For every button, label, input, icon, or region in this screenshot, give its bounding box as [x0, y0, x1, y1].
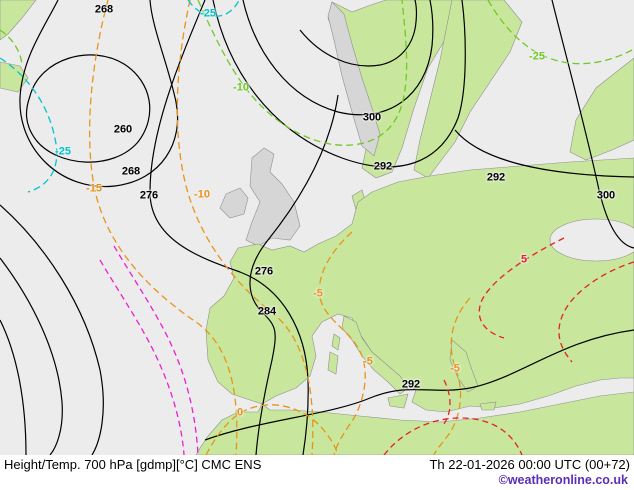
contour-300-top-inner: [299, 0, 418, 67]
contour-276: [149, 0, 309, 455]
contour-sw-3: [0, 319, 27, 455]
land-greece: [449, 339, 479, 393]
contour-260-closed: [25, 54, 151, 163]
land-sardinia: [327, 351, 339, 375]
contour-292-east: [454, 129, 634, 178]
temp-red-east-edge: [558, 261, 634, 363]
map-canvas: 268 260 268 276 276 284 300 292 292 300 292 -25 -25-…: [0, 0, 634, 455]
contour-284: [249, 94, 339, 455]
temp-zero: [205, 404, 339, 455]
temp-green-minus25-east: [487, 0, 634, 65]
contour-300-east: [551, 0, 634, 249]
land-ireland: [219, 187, 249, 219]
valid-time: Th 22-01-2026 00:00 UTC (00+72): [429, 457, 630, 472]
temp-contours-orange: [88, 0, 471, 455]
chart-title: Height/Temp. 700 hPa [gdmp][°C] CMC ENS: [4, 457, 262, 472]
temp-magenta-1: [113, 245, 199, 455]
temp-cyan-minus25-west: [0, 57, 58, 193]
land-greenland: [0, 0, 37, 41]
temp-red-africa: [383, 417, 523, 455]
contour-sw-2: [0, 257, 63, 455]
temp-minus15: [88, 0, 238, 455]
temp-minus5-east: [433, 297, 471, 455]
footer-caption-row: Height/Temp. 700 hPa [gdmp][°C] CMC ENS …: [0, 455, 634, 472]
land-finland: [413, 0, 523, 179]
contour-292-south: [204, 329, 634, 441]
credit-link[interactable]: ©weatheronline.co.uk: [498, 473, 628, 487]
temp-magenta-2: [99, 259, 185, 455]
temp-green-west: [0, 29, 23, 65]
land-corsica: [331, 333, 341, 351]
height-contours: [0, 0, 634, 455]
contour-300-top-loop: [242, 0, 434, 116]
temp-contours-red: [383, 237, 634, 455]
temp-cyan-minus25-top: [187, 0, 240, 17]
footer-bar: Height/Temp. 700 hPa [gdmp][°C] CMC ENS …: [0, 455, 634, 490]
land-norway-coast: [327, 1, 381, 157]
temp-red-tunisia: [443, 379, 451, 425]
map-svg: [0, 0, 634, 455]
land-italy: [341, 315, 409, 395]
temp-contours-cyan: [0, 0, 240, 193]
contour-268-loop: [19, 0, 179, 188]
land-sicily: [387, 393, 409, 409]
temp-minus5-central: [318, 231, 366, 455]
temp-contours-green: [0, 0, 634, 146]
temp-minus10: [176, 0, 314, 455]
contour-sw-1: [0, 204, 104, 455]
land-britain: [245, 147, 301, 247]
temp-green-minus10: [197, 0, 408, 146]
contour-292-top: [212, 0, 466, 168]
temp-contours-magenta: [99, 245, 199, 455]
land-crete: [479, 401, 497, 411]
temp-red-plus5: [478, 237, 565, 339]
